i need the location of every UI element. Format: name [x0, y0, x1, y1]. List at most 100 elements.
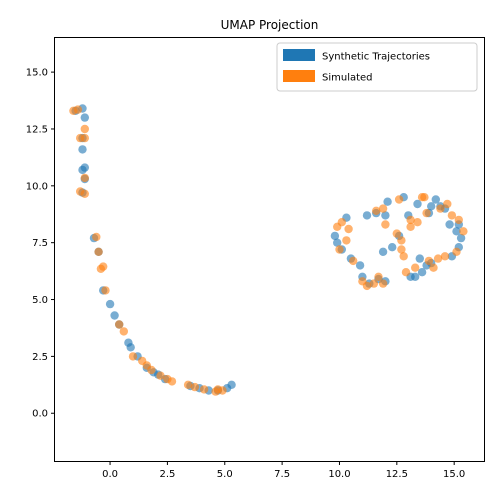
synthetic-trajectory-point: [110, 311, 119, 320]
simulated-point: [335, 245, 344, 254]
simulated-point: [115, 320, 124, 329]
x-tick-label: 0.0: [102, 469, 118, 480]
synthetic-trajectory-point: [362, 211, 372, 220]
simulated-point: [401, 268, 411, 277]
simulated-point: [80, 133, 90, 143]
simulated-point: [119, 327, 128, 336]
x-axis: 0.0 2.5 5.0 7.5 10.0 12.5 15.0: [102, 461, 465, 480]
synthetic-trajectory-point: [381, 211, 390, 220]
synthetic-trajectory-point: [452, 227, 461, 236]
simulated-point: [190, 382, 200, 392]
simulated-point: [392, 229, 401, 238]
simulated-point: [101, 286, 110, 295]
x-tick-label: 12.5: [386, 469, 408, 480]
simulated-point: [411, 263, 420, 272]
synthetic-trajectory-point: [105, 299, 115, 309]
chart-title: UMAP Projection: [221, 18, 319, 32]
synthetic-trajectory-point: [126, 343, 135, 352]
simulated-point: [80, 124, 90, 134]
synthetic-trajectory-point: [415, 254, 424, 263]
y-tick-label: 2.5: [32, 352, 48, 363]
simulated-point: [406, 222, 415, 231]
synthetic-trajectory-point: [355, 261, 365, 270]
synthetic-trajectory-point: [413, 199, 422, 209]
simulated-point: [424, 256, 434, 266]
simulated-point: [344, 224, 353, 234]
simulated-point: [99, 262, 108, 271]
simulated-point: [362, 281, 372, 291]
legend: Synthetic Trajectories Simulated: [276, 42, 478, 92]
legend-swatch-synthetic: [283, 49, 315, 61]
simulated-point: [397, 236, 406, 245]
simulated-point: [342, 236, 351, 245]
simulated-point: [94, 247, 103, 256]
synthetic-trajectory-point: [427, 202, 436, 211]
simulated-point: [337, 218, 346, 227]
simulated-point: [420, 193, 429, 202]
simulated-point: [147, 365, 156, 375]
simulated-point: [92, 232, 101, 242]
simulated-point: [459, 227, 468, 236]
x-tick-label: 2.5: [159, 469, 175, 480]
simulated-point: [156, 371, 165, 380]
simulated-point: [381, 220, 390, 229]
simulated-point: [406, 215, 415, 225]
y-tick-label: 15.0: [26, 68, 48, 79]
simulated-point: [433, 254, 443, 263]
synthetic-trajectory-point: [388, 243, 397, 252]
legend-frame: [276, 42, 478, 92]
simulated-point: [399, 252, 408, 261]
simulated-point: [369, 279, 379, 288]
simulated-point: [73, 105, 83, 114]
y-tick-label: 5.0: [32, 295, 48, 306]
synthetic-trajectory-point: [383, 197, 392, 206]
y-tick-label: 12.5: [26, 124, 48, 135]
synthetic-trajectory-point: [378, 247, 388, 256]
simulated-point: [199, 385, 209, 394]
synthetic-trajectory-point: [333, 238, 342, 247]
synthetic-trajectory-point: [411, 272, 420, 281]
legend-swatch-simulated: [283, 70, 315, 82]
simulated-point: [372, 206, 381, 215]
x-tick-label: 15.0: [443, 469, 465, 480]
plot-frame: [54, 37, 485, 462]
simulated-point: [397, 245, 406, 254]
synthetic-trajectory-point: [431, 195, 440, 204]
synthetic-trajectory-point: [445, 220, 454, 229]
x-tick-label: 5.0: [217, 469, 233, 480]
simulated-point: [429, 263, 438, 272]
simulated-point: [436, 204, 445, 213]
simulated-point: [452, 247, 461, 256]
simulated-point: [374, 272, 383, 281]
synthetic-trajectory-point: [456, 233, 466, 243]
simulated-point: [218, 386, 227, 395]
simulated-point: [440, 252, 450, 261]
legend-label-simulated: Simulated: [322, 73, 373, 84]
simulated-point: [80, 173, 90, 183]
y-tick-label: 10.0: [26, 181, 48, 192]
simulated-point: [413, 218, 422, 227]
legend-label-synthetic: Synthetic Trajectories: [322, 52, 430, 63]
simulated-point: [167, 377, 177, 386]
simulated-point: [447, 211, 457, 220]
synthetic-trajectory-point: [330, 231, 340, 241]
simulated-point: [394, 195, 404, 204]
simulated-point: [349, 256, 358, 266]
y-tick-label: 0.0: [32, 409, 48, 420]
synthetic-trajectory-point: [78, 145, 87, 154]
simulated-point: [378, 204, 388, 213]
simulated-point: [454, 215, 463, 225]
synthetic-trajectory-point: [227, 380, 236, 389]
simulated-point: [128, 352, 138, 361]
simulated-point: [183, 380, 193, 389]
simulated-point: [378, 279, 388, 288]
simulated-point: [80, 189, 90, 198]
simulated-point: [443, 199, 452, 209]
synthetic-trajectory-point: [80, 113, 90, 122]
y-axis: 0.0 2.5 5.0 7.5 10.0 12.5 15.0: [26, 68, 55, 420]
simulated-point: [422, 208, 431, 218]
synthetic-trajectory-point: [417, 268, 427, 277]
x-tick-label: 10.0: [328, 469, 350, 480]
x-tick-label: 7.5: [274, 469, 290, 480]
